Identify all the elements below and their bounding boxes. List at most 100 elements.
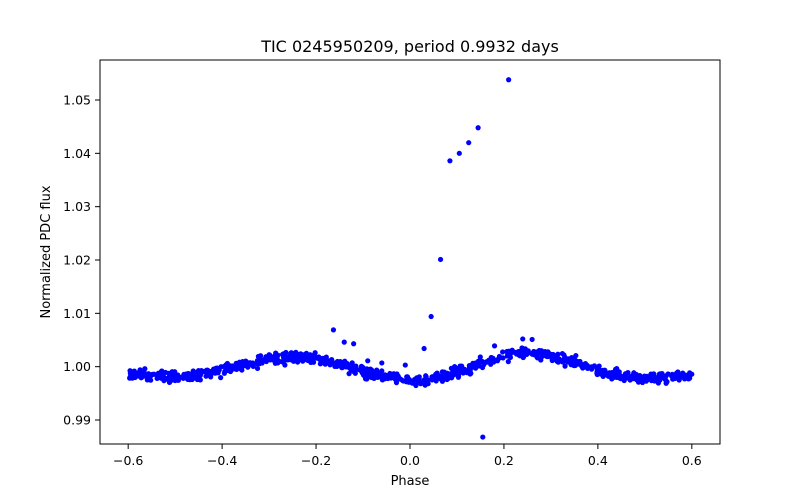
data-point	[657, 371, 663, 377]
outlier-point	[520, 336, 526, 342]
data-point	[573, 352, 579, 359]
y-tick-label: 1.02	[63, 253, 91, 268]
data-point	[559, 350, 565, 357]
outlier-point	[456, 150, 462, 156]
data-point	[377, 370, 383, 376]
outlier-point	[506, 77, 512, 83]
y-axis-label: Normalized PDC flux	[39, 185, 54, 318]
data-point	[233, 366, 240, 373]
data-point	[138, 371, 145, 377]
outlier-point	[466, 140, 472, 146]
data-point	[274, 356, 280, 363]
outlier-point	[330, 327, 337, 333]
data-point	[402, 378, 408, 384]
data-point	[663, 380, 669, 386]
data-point	[455, 367, 461, 374]
data-point	[631, 375, 637, 381]
data-point	[214, 365, 220, 371]
data-point	[422, 381, 428, 387]
data-point	[467, 371, 473, 377]
data-point	[488, 361, 494, 367]
data-point	[390, 371, 396, 377]
data-point	[258, 356, 264, 362]
data-point	[350, 365, 356, 371]
data-point	[158, 368, 165, 374]
data-point	[181, 371, 187, 377]
data-point	[294, 351, 301, 357]
data-point	[148, 373, 154, 379]
y-tick-label: 1.04	[63, 146, 91, 161]
outlier-point	[491, 343, 498, 349]
x-tick-label: −0.2	[301, 453, 331, 468]
outlier-point	[351, 341, 357, 347]
data-point	[212, 370, 218, 376]
data-point	[665, 371, 671, 377]
data-point	[250, 360, 256, 366]
data-point	[594, 365, 600, 371]
data-point	[394, 371, 400, 377]
outlier-point	[480, 434, 486, 440]
data-point	[237, 362, 243, 369]
data-point	[418, 380, 424, 387]
data-point	[471, 363, 477, 369]
data-point	[433, 378, 439, 384]
data-point	[416, 374, 422, 380]
data-point	[562, 363, 568, 369]
data-point	[505, 359, 511, 365]
outlier-point	[447, 158, 453, 164]
outlier-point	[365, 358, 371, 364]
data-point	[657, 377, 663, 384]
y-tick-label: 1.03	[63, 199, 91, 214]
data-point	[610, 375, 616, 381]
data-point	[200, 368, 206, 375]
data-point	[429, 377, 435, 383]
data-point	[349, 360, 355, 366]
data-point	[542, 352, 549, 358]
x-tick-label: 0.0	[400, 453, 420, 468]
x-axis-label: Phase	[391, 474, 430, 489]
data-point	[392, 376, 399, 383]
y-axis-ticks: 0.99 1.00 1.01 1.02 1.03 1.04 1.05	[63, 93, 100, 428]
data-point	[142, 366, 148, 372]
data-point	[564, 357, 570, 363]
y-tick-label: 0.99	[63, 413, 91, 428]
data-point	[645, 376, 651, 382]
data-point	[368, 374, 375, 381]
data-point	[346, 371, 352, 377]
data-point	[521, 353, 527, 359]
data-point	[463, 368, 469, 374]
data-point	[127, 375, 133, 381]
data-point	[169, 372, 175, 378]
x-tick-label: −0.6	[113, 453, 143, 468]
outlier-point	[379, 360, 385, 366]
data-point	[239, 367, 245, 373]
y-tick-label: 1.05	[63, 93, 91, 108]
data-point	[294, 356, 300, 363]
data-point	[162, 369, 169, 376]
data-point	[129, 369, 135, 375]
data-point	[305, 357, 311, 363]
data-point	[689, 371, 695, 377]
data-point	[648, 371, 654, 377]
outlier-point	[341, 339, 347, 345]
data-point	[676, 377, 682, 383]
data-point	[280, 359, 286, 365]
data-point	[398, 376, 404, 382]
outlier-point	[402, 362, 408, 368]
data-point	[326, 359, 332, 365]
outlier-point	[428, 313, 434, 320]
data-point	[500, 349, 506, 355]
data-point	[477, 354, 483, 360]
data-point	[549, 357, 555, 364]
data-point	[382, 372, 388, 378]
data-point	[356, 367, 363, 373]
data-point	[488, 354, 494, 361]
plot-frame	[99, 59, 721, 445]
data-point	[263, 358, 269, 365]
data-point	[175, 373, 181, 379]
x-axis-ticks: −0.6 −0.4 −0.2 0.0 0.2 0.4 0.6	[113, 444, 702, 468]
y-tick-label: 1.00	[63, 359, 91, 374]
data-point	[618, 374, 624, 380]
data-point	[515, 348, 521, 355]
outlier-point	[529, 336, 535, 343]
